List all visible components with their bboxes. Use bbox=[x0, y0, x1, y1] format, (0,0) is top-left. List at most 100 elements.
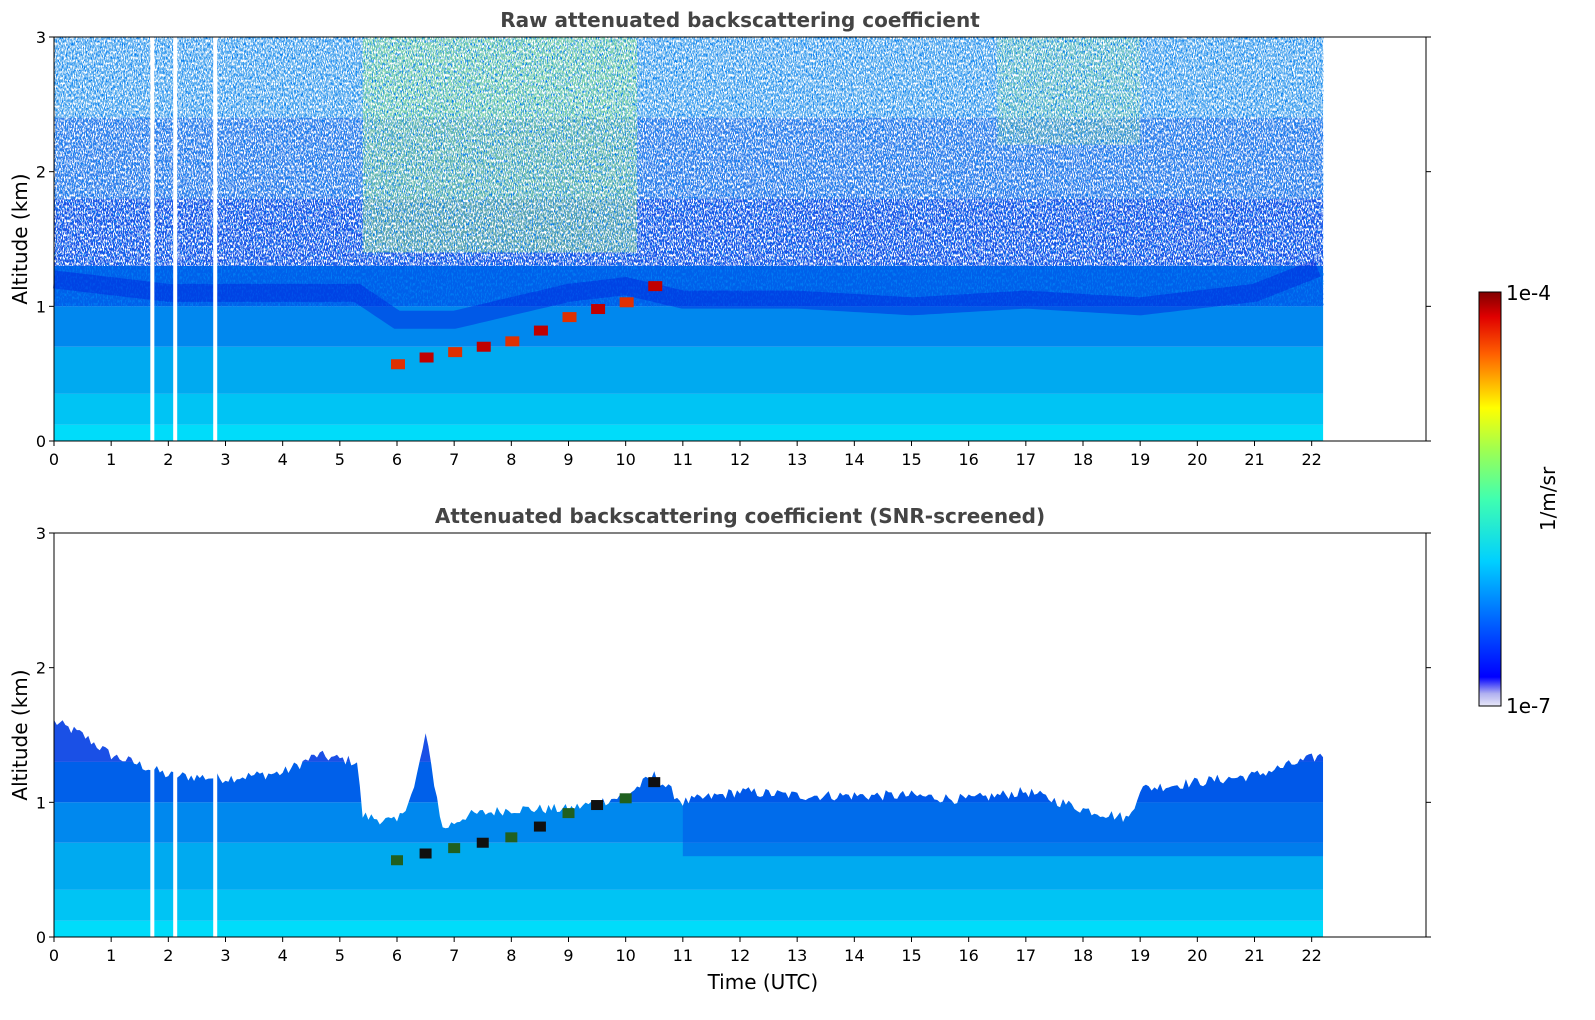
heatmap-band bbox=[54, 424, 1324, 441]
screened-field bbox=[54, 719, 1324, 937]
y-tick-label: 2 bbox=[36, 659, 46, 678]
y-tick-label: 0 bbox=[36, 928, 46, 947]
cloud-layer-cell bbox=[619, 793, 632, 804]
x-axis-label: Time (UTC) bbox=[707, 970, 819, 994]
snr-screened-panel: Attenuated backscattering coefficient (S… bbox=[8, 504, 1431, 994]
cloud-layer-cell bbox=[391, 855, 403, 866]
data-gap bbox=[173, 37, 178, 441]
x-tick-label: 19 bbox=[1130, 450, 1150, 469]
x-tick-label: 10 bbox=[615, 946, 635, 965]
x-tick-label: 3 bbox=[220, 450, 230, 469]
heatmap-band bbox=[54, 393, 1324, 425]
cloud-layer-cell bbox=[391, 359, 405, 370]
cloud-layer-cell bbox=[648, 281, 663, 292]
x-tick-label: 0 bbox=[49, 450, 59, 469]
heatmap-band bbox=[54, 920, 1324, 937]
y-tick-label: 3 bbox=[36, 524, 46, 543]
cloud-layer-cell bbox=[591, 800, 604, 811]
y-axis-label: Altitude (km) bbox=[8, 669, 32, 800]
x-tick-label: 4 bbox=[278, 946, 288, 965]
cloud-layer-cell bbox=[533, 821, 546, 832]
heatmap-band bbox=[54, 346, 1324, 394]
x-tick-label: 14 bbox=[844, 450, 864, 469]
heatmap-band bbox=[54, 889, 1324, 921]
x-tick-label: 19 bbox=[1130, 946, 1150, 965]
x-tick-label: 1 bbox=[106, 450, 116, 469]
x-tick-label: 22 bbox=[1301, 450, 1321, 469]
x-tick-label: 10 bbox=[615, 450, 635, 469]
panel-title: Attenuated backscattering coefficient (S… bbox=[435, 504, 1045, 528]
x-tick-label: 11 bbox=[673, 946, 693, 965]
cloud-layer-cell bbox=[448, 347, 463, 358]
x-tick-label: 15 bbox=[901, 946, 921, 965]
x-tick-label: 6 bbox=[392, 450, 402, 469]
x-tick-label: 16 bbox=[958, 450, 978, 469]
x-tick-label: 11 bbox=[673, 450, 693, 469]
x-tick-label: 20 bbox=[1187, 450, 1207, 469]
cloud-layer-cell bbox=[505, 832, 518, 843]
colorbar: 1e-4 1e-7 1/m/sr bbox=[1478, 281, 1560, 718]
cloud-layer-cell bbox=[619, 297, 634, 308]
x-tick-label: 4 bbox=[278, 450, 288, 469]
heatmap-field bbox=[54, 533, 1324, 937]
x-tick-label: 9 bbox=[563, 450, 573, 469]
colorbar-min-label: 1e-7 bbox=[1506, 694, 1551, 718]
y-axis-label: Altitude (km) bbox=[8, 173, 32, 304]
x-tick-label: 18 bbox=[1073, 450, 1093, 469]
cloud-layer-cell bbox=[419, 352, 434, 363]
x-tick-label: 8 bbox=[506, 450, 516, 469]
panel-title: Raw attenuated backscattering coefficien… bbox=[500, 8, 980, 32]
noise-speckle-white bbox=[54, 37, 1324, 266]
data-gap bbox=[213, 533, 218, 937]
x-tick-label: 3 bbox=[220, 946, 230, 965]
data-gap bbox=[150, 533, 155, 937]
x-tick-label: 20 bbox=[1187, 946, 1207, 965]
x-tick-label: 6 bbox=[392, 946, 402, 965]
heatmap-field bbox=[52, 37, 1324, 441]
cloud-layer-cell bbox=[476, 341, 491, 352]
cloud-layer-cell bbox=[476, 837, 489, 848]
boundary-layer-top bbox=[52, 259, 1321, 329]
heatmap-band bbox=[682, 721, 1324, 857]
cloud-layer-cell bbox=[533, 325, 548, 336]
data-gap bbox=[173, 533, 178, 937]
cloud-layer-cell bbox=[591, 304, 606, 315]
x-tick-label: 13 bbox=[787, 450, 807, 469]
colorbar-gradient bbox=[1478, 291, 1502, 707]
data-gap bbox=[213, 37, 218, 441]
data-gap bbox=[150, 37, 155, 441]
x-tick-label: 16 bbox=[958, 946, 978, 965]
x-tick-label: 18 bbox=[1073, 946, 1093, 965]
raw-backscatter-panel: Raw attenuated backscattering coefficien… bbox=[8, 8, 1431, 469]
x-tick-label: 8 bbox=[506, 946, 516, 965]
x-tick-label: 5 bbox=[335, 450, 345, 469]
heatmap-band bbox=[54, 719, 1324, 762]
colorbar-max-label: 1e-4 bbox=[1506, 281, 1551, 305]
x-tick-label: 1 bbox=[106, 946, 116, 965]
cloud-layer-cell bbox=[448, 843, 461, 854]
colorbar-unit-label: 1/m/sr bbox=[1536, 466, 1560, 531]
x-tick-label: 21 bbox=[1244, 946, 1264, 965]
y-tick-label: 1 bbox=[36, 297, 46, 316]
cloud-layer-cell bbox=[648, 777, 661, 788]
y-tick-label: 2 bbox=[36, 163, 46, 182]
cloud-layer-cell bbox=[419, 848, 432, 859]
x-tick-label: 15 bbox=[901, 450, 921, 469]
x-tick-label: 9 bbox=[563, 946, 573, 965]
cloud-layer-cell bbox=[562, 808, 575, 819]
x-tick-label: 22 bbox=[1301, 946, 1321, 965]
x-tick-label: 12 bbox=[730, 946, 750, 965]
x-tick-label: 2 bbox=[163, 946, 173, 965]
cloud-layer-cell bbox=[505, 336, 520, 347]
x-tick-label: 17 bbox=[1016, 946, 1036, 965]
heatmap-band bbox=[54, 306, 1324, 347]
x-tick-label: 0 bbox=[49, 946, 59, 965]
x-tick-label: 14 bbox=[844, 946, 864, 965]
y-tick-label: 1 bbox=[36, 793, 46, 812]
heatmap-band bbox=[54, 761, 1324, 803]
cloud-layer-cell bbox=[562, 312, 577, 323]
x-tick-label: 17 bbox=[1016, 450, 1036, 469]
x-tick-label: 13 bbox=[787, 946, 807, 965]
y-tick-label: 3 bbox=[36, 28, 46, 47]
